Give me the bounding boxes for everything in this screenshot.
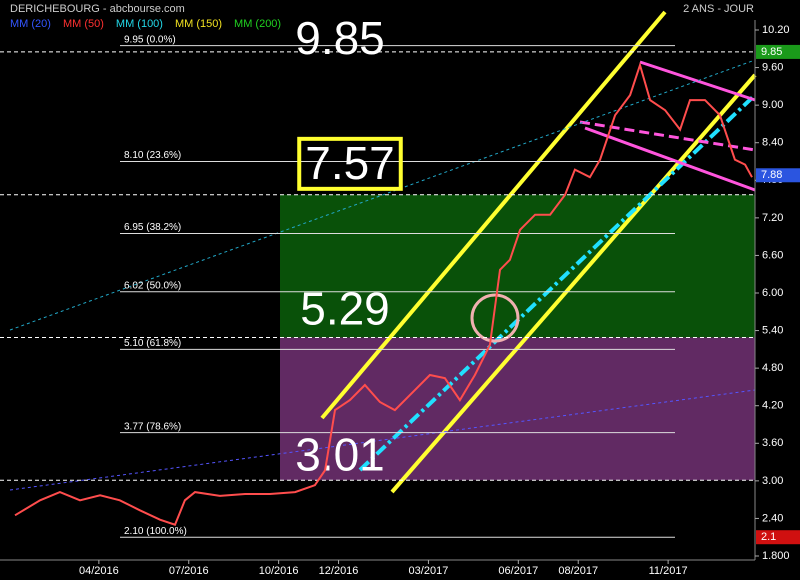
legend-entry: MM (200) <box>234 18 281 30</box>
y-tick-label: 6.00 <box>762 287 783 299</box>
annotation-label: 5.29 <box>300 283 390 335</box>
x-tick-label: 12/2016 <box>319 565 359 577</box>
y-tick-label: 7.20 <box>762 212 783 224</box>
channel-line <box>390 73 757 494</box>
x-tick-label: 07/2016 <box>169 565 209 577</box>
chart-title: DERICHEBOURG - abcbourse.com <box>10 3 185 15</box>
fib-label: 5.10 (61.8%) <box>124 338 181 349</box>
price-line <box>14 61 753 526</box>
y-tick-label: 3.00 <box>762 475 783 487</box>
y-tick-label: 8.40 <box>762 137 783 149</box>
zones <box>280 194 755 481</box>
zone <box>280 337 755 481</box>
fib-label: 8.10 (23.6%) <box>124 150 181 161</box>
price-badge <box>756 44 800 59</box>
fib-label: 6.02 (50.0%) <box>124 280 181 291</box>
fib-label: 2.10 (100.0%) <box>124 526 187 537</box>
price-badge <box>756 168 800 183</box>
x-tick-label: 08/2017 <box>558 565 598 577</box>
y-tick-label: 4.20 <box>762 400 783 412</box>
y-tick-label: 6.60 <box>762 249 783 261</box>
fan-line <box>9 389 756 491</box>
annotation-box <box>297 136 403 191</box>
y-tick-label: 2.40 <box>762 512 783 524</box>
pink-line <box>584 126 756 192</box>
y-tick-label: 4.80 <box>762 362 783 374</box>
chart-subtitle: 2 ANS - JOUR <box>683 3 754 15</box>
x-tick-label: 11/2017 <box>649 565 688 577</box>
price-badge-label: 2.1 <box>761 531 776 543</box>
fib-label: 3.77 (78.6%) <box>124 421 181 432</box>
y-tick-label: 5.40 <box>762 324 783 336</box>
price-badge-label: 7.88 <box>761 169 782 181</box>
fib-label: 6.95 (38.2%) <box>124 222 181 233</box>
channel-line <box>320 10 667 420</box>
x-tick-label: 04/2016 <box>79 565 119 577</box>
y-tick-label: 1.800 <box>762 550 790 562</box>
legend-entry: MM (100) <box>116 18 163 30</box>
highlight-circle <box>470 293 520 343</box>
pink-line <box>639 60 756 102</box>
y-tick-label: 10.20 <box>762 24 790 36</box>
annotation-label: 3.01 <box>295 428 385 480</box>
x-tick-label: 10/2016 <box>259 565 299 577</box>
legend-entry: MM (50) <box>63 18 104 30</box>
y-tick-label: 9.00 <box>762 99 783 111</box>
x-tick-label: 06/2017 <box>498 565 538 577</box>
annotation-label: 9.85 <box>295 12 385 64</box>
trend-line <box>358 93 757 472</box>
plot: 9.95 (0.0%) 8.10 (23.6%) 6.95 (38.2%) 6.02 … <box>0 12 755 538</box>
channel <box>9 10 757 494</box>
fan-line <box>9 59 756 331</box>
annotation-label: 7.57 <box>305 137 395 189</box>
x-tick-label: 03/2017 <box>409 565 449 577</box>
price-badge <box>756 530 800 545</box>
fib-label: 9.95 (0.0%) <box>124 34 176 45</box>
legend-entry: MM (150) <box>175 18 222 30</box>
y-tick-label: 3.60 <box>762 437 783 449</box>
y-tick-label: 9.60 <box>762 61 783 73</box>
price-badge-label: 9.85 <box>761 46 782 58</box>
legend-entry: MM (20) <box>10 18 51 30</box>
